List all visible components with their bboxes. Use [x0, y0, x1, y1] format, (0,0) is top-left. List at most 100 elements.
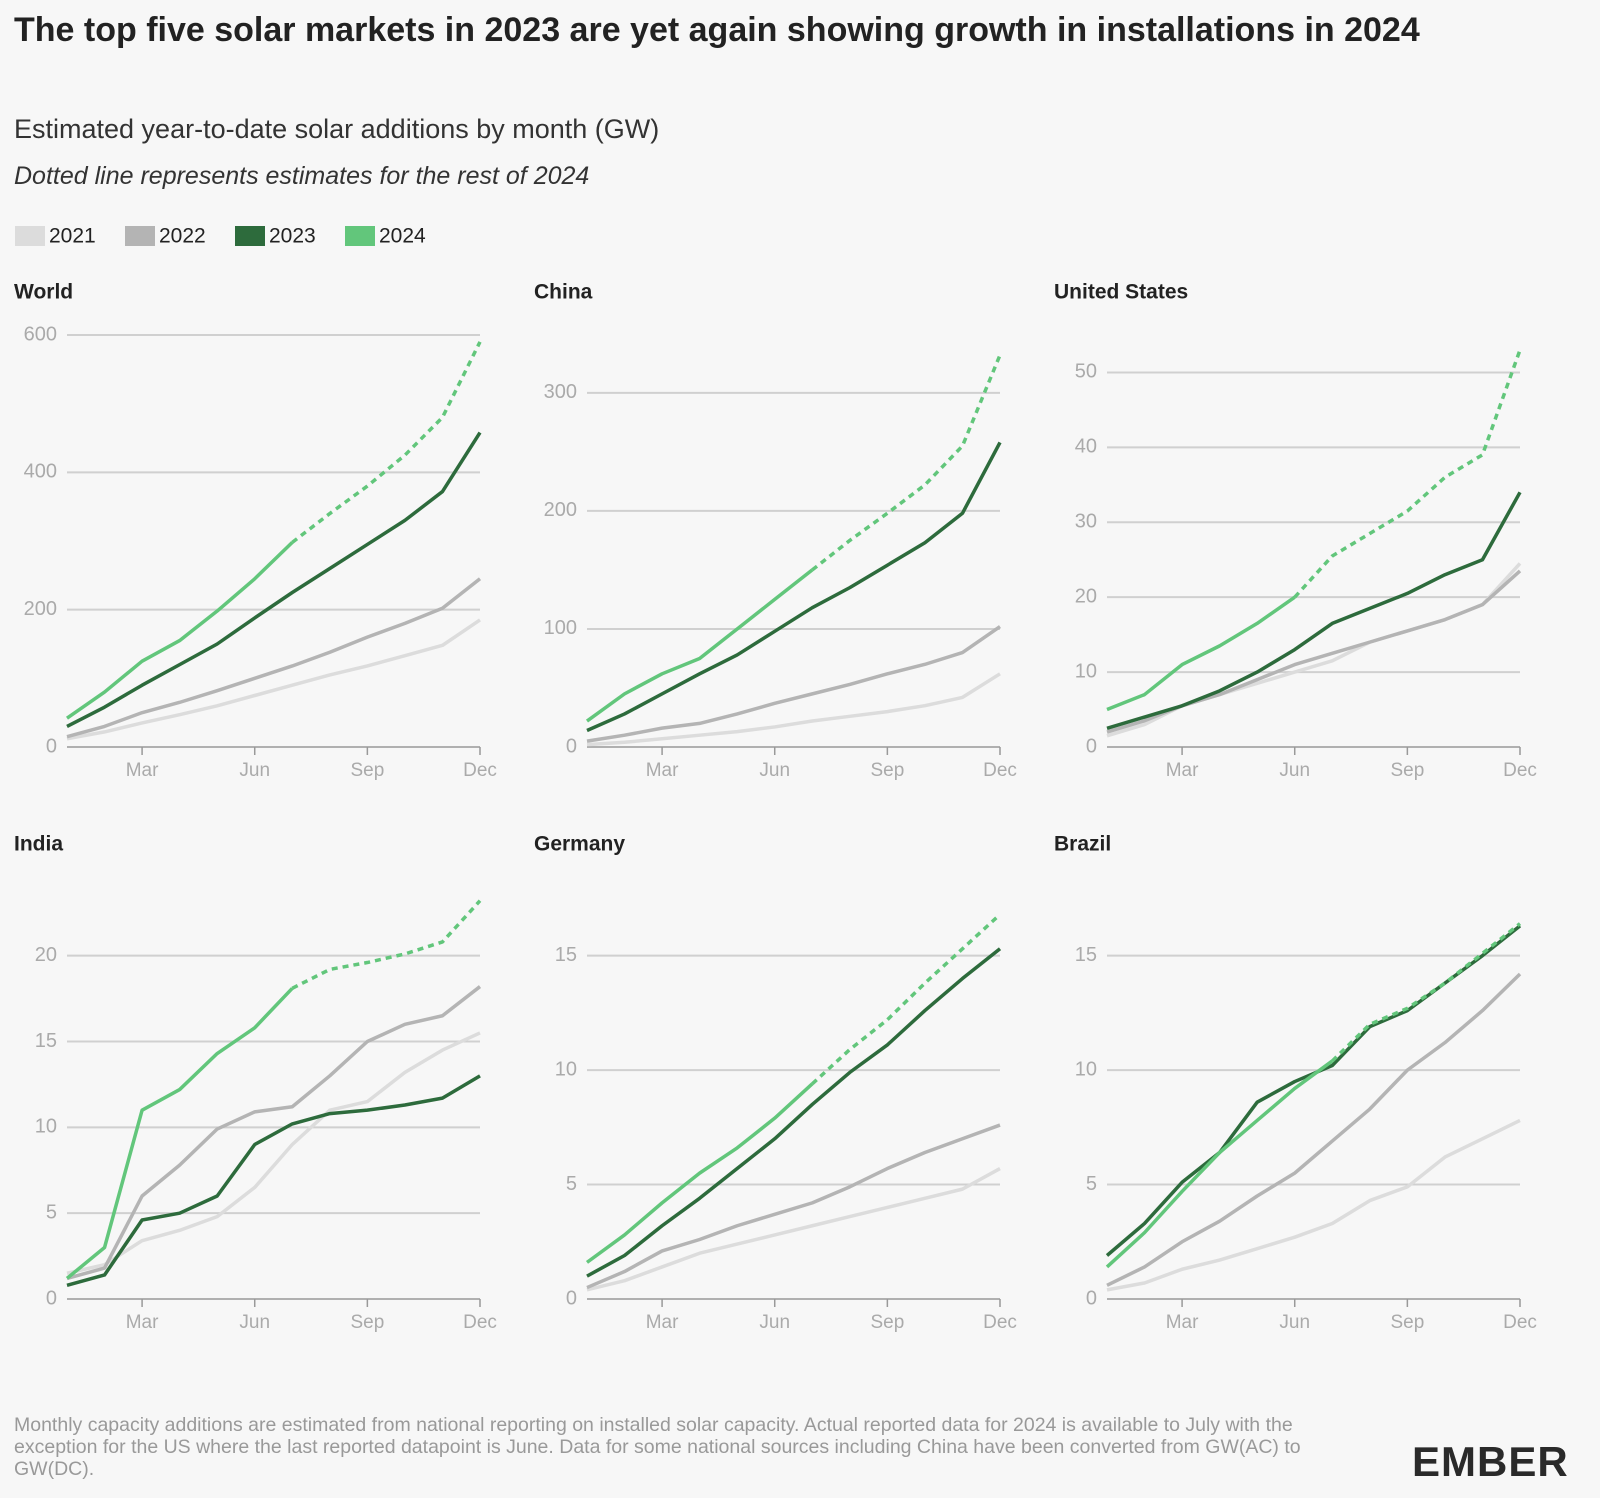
- series-line-estimate: [811, 913, 1002, 1086]
- x-tick-label: Sep: [870, 760, 904, 781]
- y-tick-label: 100: [544, 617, 577, 639]
- series-line-estimate: [811, 354, 1002, 572]
- x-tick-label: Dec: [463, 1312, 497, 1333]
- y-tick-label: 15: [1075, 944, 1097, 966]
- x-tick-label: Jun: [239, 760, 270, 781]
- series-line: [585, 568, 814, 723]
- y-tick-label: 400: [24, 461, 57, 483]
- y-tick-label: 50: [1075, 361, 1097, 383]
- series-line-estimate: [1331, 922, 1522, 1063]
- x-tick-label: Dec: [463, 760, 497, 781]
- x-tick-label: Mar: [126, 1312, 159, 1333]
- y-tick-label: 10: [35, 1116, 57, 1138]
- panel-title: Brazil: [1054, 833, 1111, 856]
- legend-swatch: [15, 226, 45, 246]
- x-tick-label: Sep: [350, 760, 384, 781]
- y-tick-label: 20: [1075, 585, 1097, 607]
- y-tick-label: 0: [566, 735, 577, 757]
- series-line-estimate: [291, 899, 482, 990]
- subtitle: Estimated year-to-date solar additions b…: [14, 114, 660, 144]
- x-tick-label: Sep: [1390, 1312, 1424, 1333]
- x-tick-label: Sep: [350, 1312, 384, 1333]
- series-line: [65, 987, 294, 1280]
- y-tick-label: 30: [1075, 511, 1097, 533]
- x-tick-label: Mar: [1166, 760, 1199, 781]
- series-line: [66, 577, 482, 739]
- x-tick-label: Dec: [1503, 760, 1537, 781]
- note: Dotted line represents estimates for the…: [14, 162, 590, 190]
- series-line-estimate: [291, 341, 482, 544]
- y-tick-label: 5: [1086, 1173, 1097, 1195]
- series-line: [66, 1074, 481, 1287]
- y-tick-label: 0: [1086, 735, 1097, 757]
- y-tick-label: 10: [555, 1058, 577, 1080]
- x-tick-label: Jun: [1279, 760, 1310, 781]
- x-tick-label: Dec: [983, 1312, 1017, 1333]
- panel-title: United States: [1054, 281, 1188, 304]
- series-line: [66, 541, 294, 720]
- x-tick-label: Sep: [1390, 760, 1424, 781]
- series-line: [66, 618, 481, 741]
- x-tick-label: Dec: [983, 760, 1017, 781]
- series-line: [66, 431, 482, 728]
- x-tick-label: Jun: [759, 1312, 790, 1333]
- panel-title: World: [14, 281, 73, 304]
- legend-swatch: [345, 226, 375, 246]
- series-line: [1106, 595, 1296, 712]
- legend-label: 2023: [269, 225, 316, 248]
- series-line: [585, 1082, 814, 1264]
- x-tick-label: Sep: [870, 1312, 904, 1333]
- legend-label: 2022: [159, 225, 206, 248]
- x-tick-label: Jun: [759, 760, 790, 781]
- x-tick-label: Mar: [1166, 1312, 1199, 1333]
- series-line: [1106, 569, 1522, 734]
- x-tick-label: Jun: [1279, 1312, 1310, 1333]
- title: The top five solar markets in 2023 are y…: [14, 11, 1420, 49]
- series-line: [586, 1166, 1001, 1292]
- footnote: Monthly capacity additions are estimated…: [14, 1414, 1301, 1480]
- series-line: [66, 985, 482, 1281]
- series-line: [1106, 1118, 1521, 1292]
- y-tick-label: 5: [566, 1173, 577, 1195]
- series-line: [1106, 491, 1522, 730]
- y-tick-label: 200: [544, 499, 577, 521]
- y-tick-label: 10: [1075, 1058, 1097, 1080]
- panel-title: Germany: [534, 833, 625, 856]
- legend-label: 2021: [49, 225, 96, 248]
- series-line: [586, 947, 1002, 1278]
- series-line: [1106, 972, 1522, 1287]
- y-tick-label: 5: [46, 1201, 57, 1223]
- series-line: [586, 672, 1001, 747]
- series-line: [1105, 1059, 1334, 1269]
- y-tick-label: 10: [1075, 660, 1097, 682]
- logo: EMBER: [1412, 1438, 1569, 1485]
- y-tick-label: 0: [566, 1287, 577, 1309]
- y-tick-label: 15: [35, 1030, 57, 1052]
- series-line: [586, 441, 1002, 733]
- series-line: [66, 1031, 481, 1275]
- legend-swatch: [125, 226, 155, 246]
- series-line: [586, 625, 1001, 743]
- x-tick-label: Mar: [646, 760, 679, 781]
- x-tick-label: Jun: [239, 1312, 270, 1333]
- panel-title: India: [14, 833, 63, 856]
- y-tick-label: 0: [46, 1287, 57, 1309]
- y-tick-label: 0: [46, 735, 57, 757]
- series-line-estimate: [1293, 349, 1522, 599]
- y-tick-label: 600: [24, 323, 57, 345]
- series-line: [586, 1123, 1001, 1290]
- legend-label: 2024: [379, 225, 426, 248]
- y-tick-label: 0: [1086, 1287, 1097, 1309]
- legend-swatch: [235, 226, 265, 246]
- x-tick-label: Mar: [646, 1312, 679, 1333]
- x-tick-label: Mar: [126, 760, 159, 781]
- y-tick-label: 200: [24, 598, 57, 620]
- y-tick-label: 40: [1075, 436, 1097, 458]
- x-tick-label: Dec: [1503, 1312, 1537, 1333]
- panel-title: China: [534, 281, 593, 304]
- y-tick-label: 20: [35, 944, 57, 966]
- y-tick-label: 15: [555, 944, 577, 966]
- y-tick-label: 300: [544, 381, 577, 403]
